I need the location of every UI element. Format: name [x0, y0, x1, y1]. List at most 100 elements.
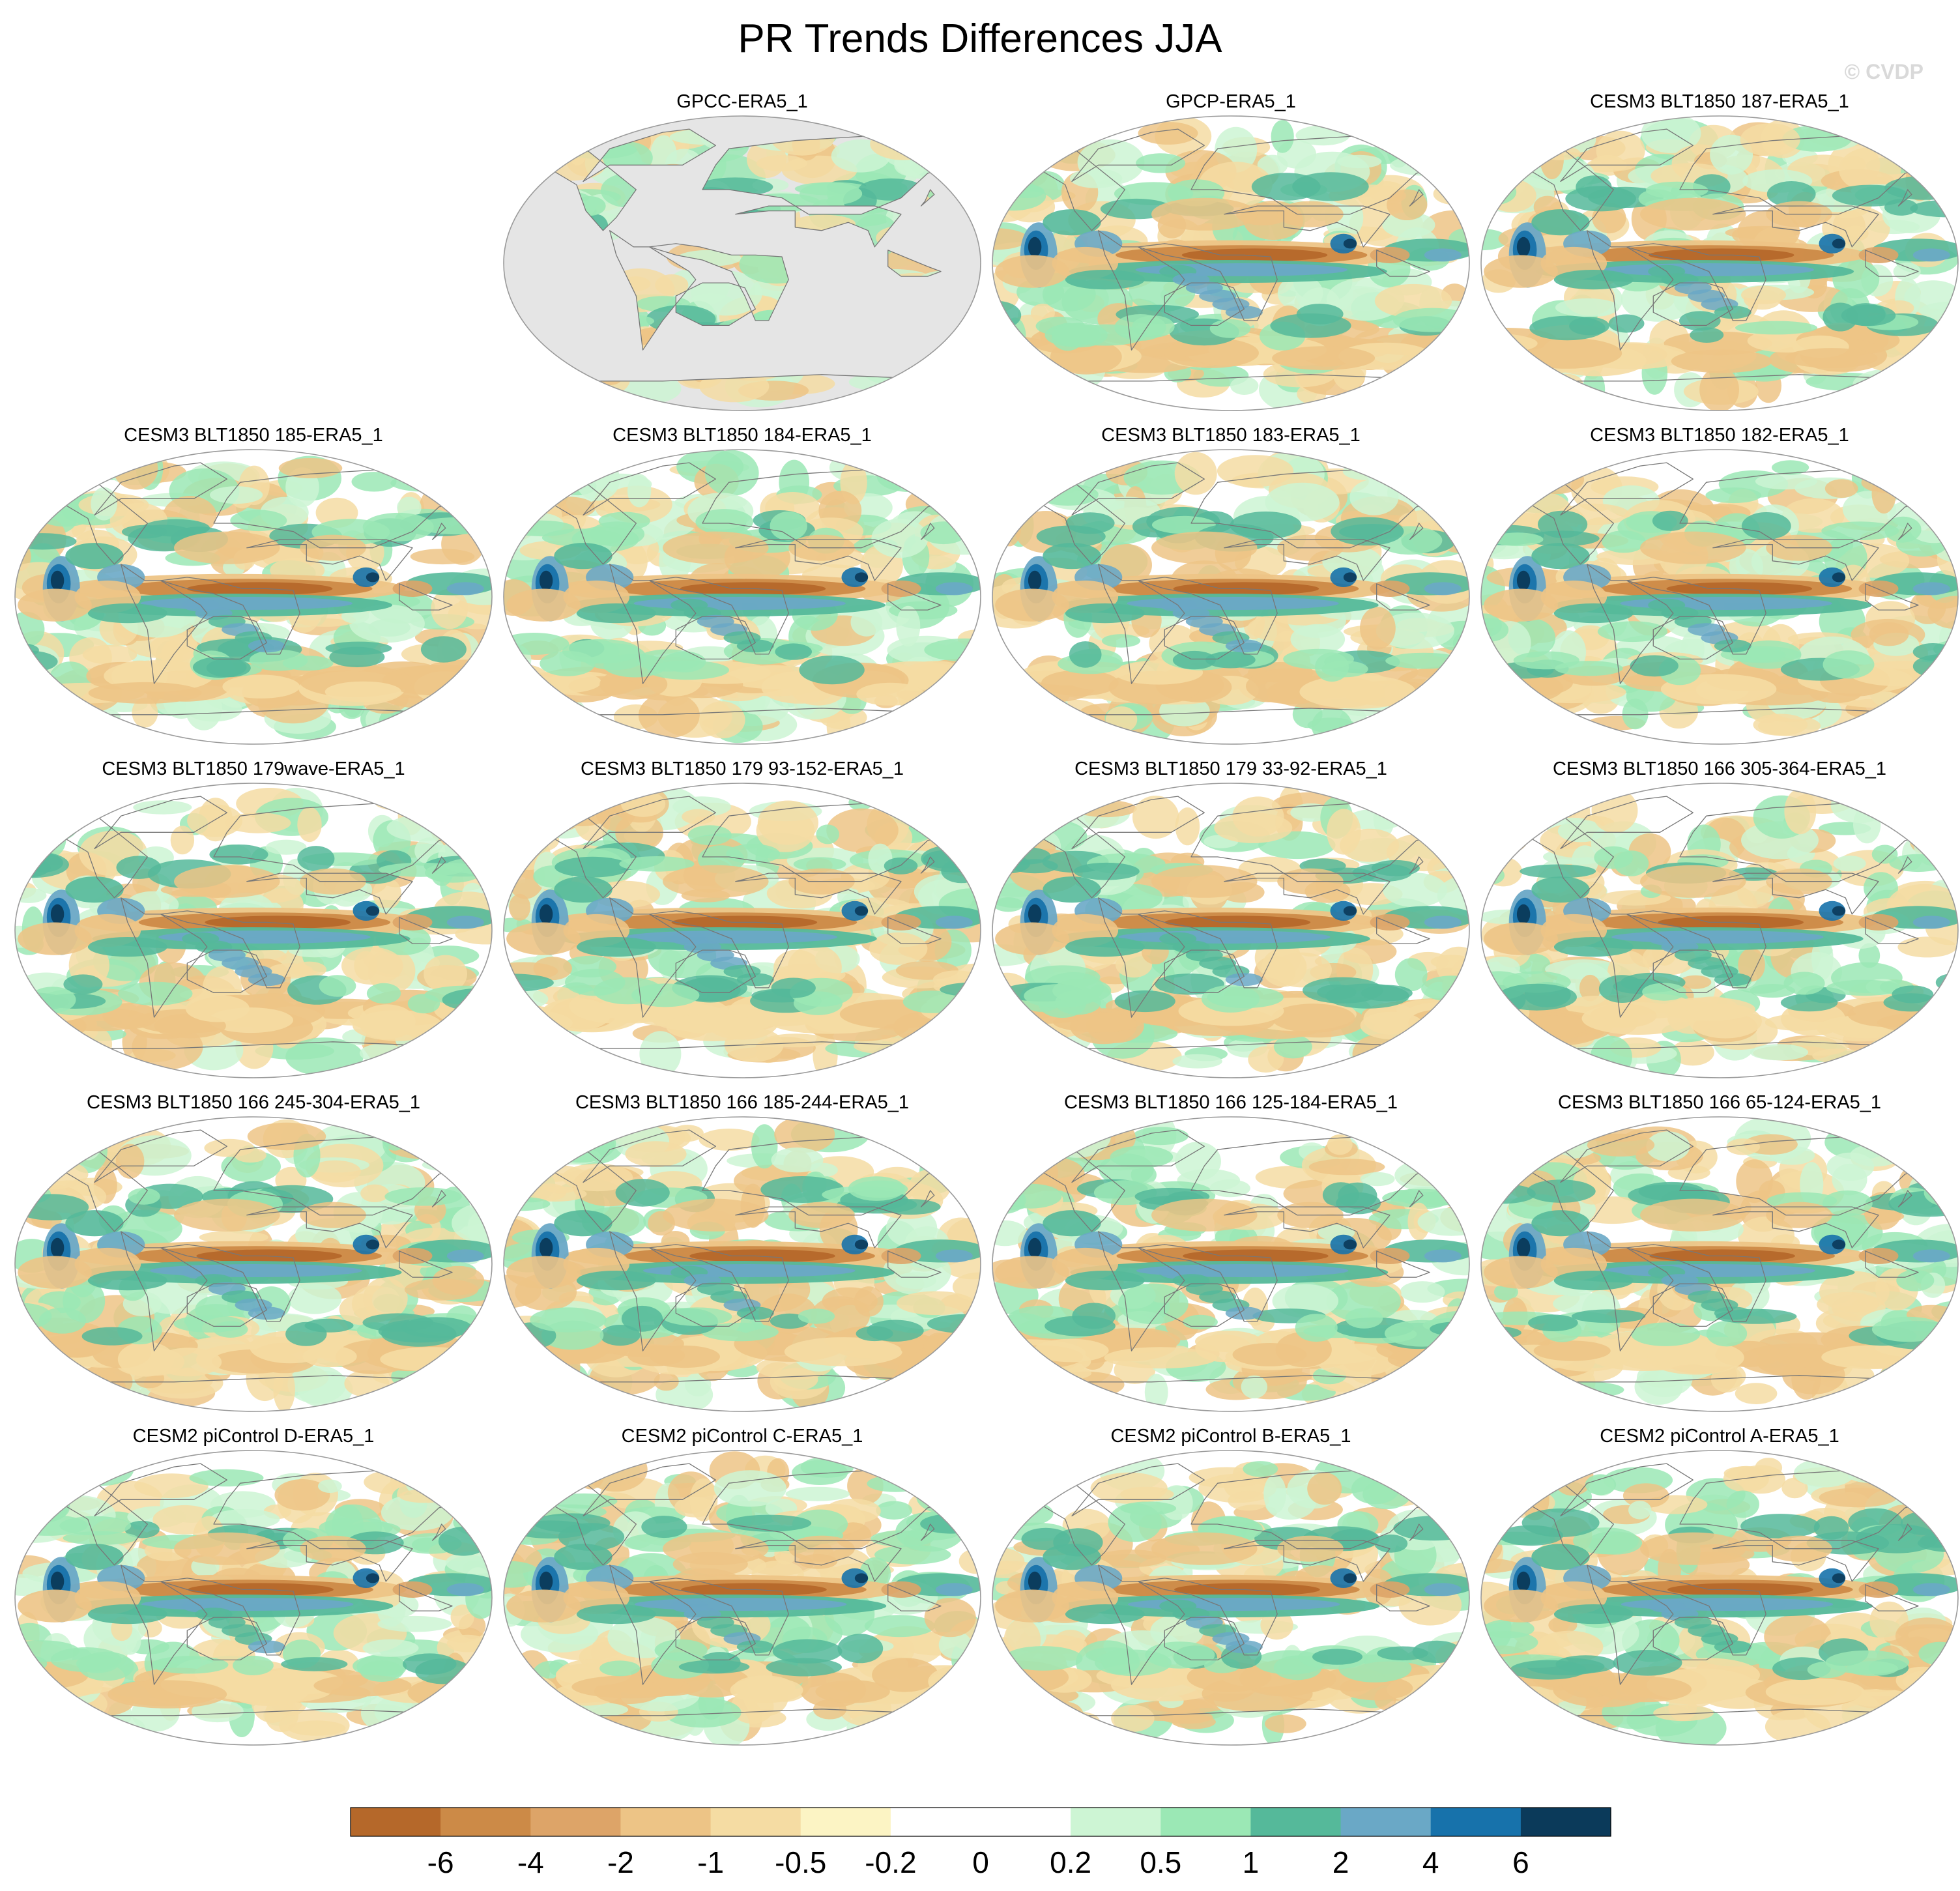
anomaly-patch	[1916, 450, 1938, 490]
anomaly-patch	[1261, 947, 1307, 987]
anomaly-patch	[1343, 238, 1357, 249]
coastline	[1712, 1206, 1879, 1249]
coastline	[649, 1244, 789, 1322]
anomaly-patch	[372, 878, 402, 910]
anomaly-patch	[699, 1129, 760, 1151]
anomaly-patch	[1110, 1146, 1174, 1168]
robinson-map	[503, 1116, 981, 1412]
coastline	[1587, 1231, 1674, 1351]
anomaly-patch	[1929, 813, 1958, 854]
anomaly-patch	[663, 531, 769, 564]
anomaly-patch	[567, 1375, 608, 1403]
anomaly-patch	[446, 1249, 484, 1263]
anomaly-patch	[1555, 298, 1620, 317]
anomaly-patch	[513, 1126, 548, 1152]
anomaly-patch	[1520, 864, 1596, 878]
robinson-map	[992, 1116, 1470, 1412]
anomaly-patch	[1484, 588, 1558, 622]
anomaly-patch	[63, 974, 103, 994]
anomaly-patch	[431, 1380, 492, 1402]
coastline	[399, 583, 453, 611]
coastline	[1071, 462, 1205, 516]
anomaly-patch	[116, 856, 162, 879]
anomaly-patch	[1565, 186, 1636, 212]
anomaly-patch	[1821, 521, 1899, 540]
coastline	[920, 856, 935, 874]
anomaly-patch	[935, 582, 973, 596]
anomaly-patch	[87, 937, 167, 957]
anomaly-patch	[1753, 714, 1808, 736]
anomaly-patch	[36, 1048, 85, 1068]
anomaly-patch	[17, 796, 51, 839]
anomaly-patch	[1028, 237, 1042, 257]
anomaly-patch	[770, 511, 807, 541]
anomaly-patch	[1515, 1134, 1555, 1163]
anomaly-patch	[1316, 1344, 1398, 1377]
anomaly-patch	[1214, 813, 1293, 843]
anomaly-patch	[392, 580, 433, 597]
map-panel: CESM3 BLT1850 166 65-124-ERA5_1	[1478, 1090, 1960, 1415]
coastline	[160, 577, 300, 655]
anomaly-patch	[639, 1031, 682, 1077]
anomaly-patch	[380, 1347, 483, 1372]
map-border	[1480, 449, 1959, 745]
anomaly-patch	[1481, 1127, 1519, 1142]
anomaly-patch	[1527, 1179, 1596, 1203]
anomaly-patch	[908, 132, 932, 164]
anomaly-patch	[65, 1544, 124, 1570]
anomaly-patch	[1151, 515, 1216, 534]
coastline	[887, 583, 942, 611]
anomaly-patch	[1430, 955, 1469, 969]
anomaly-patch	[992, 158, 1046, 177]
anomaly-patch	[362, 1639, 419, 1657]
map-panel: CESM3 BLT1850 166 245-304-ERA5_1	[12, 1090, 495, 1415]
anomaly-patch	[775, 643, 812, 660]
anomaly-patch	[631, 983, 700, 1007]
anomaly-patch	[1927, 496, 1958, 515]
anomaly-patch	[15, 1140, 54, 1168]
anomaly-patch	[663, 865, 769, 898]
anomaly-patch	[576, 937, 656, 957]
anomaly-patch	[353, 1234, 380, 1254]
anomaly-patch	[87, 603, 167, 624]
anomaly-patch	[1370, 246, 1410, 263]
anomaly-patch	[559, 370, 583, 411]
anomaly-patch	[1387, 1348, 1465, 1370]
anomaly-patch	[961, 1179, 981, 1198]
anomaly-patch	[15, 803, 35, 845]
anomaly-patch	[87, 1271, 167, 1291]
anomaly-patch	[1817, 1292, 1879, 1318]
coastline	[1071, 128, 1205, 182]
anomaly-patch	[248, 1640, 285, 1654]
anomaly-patch	[1073, 862, 1140, 880]
anomaly-patch	[549, 128, 580, 156]
robinson-map	[14, 1116, 493, 1412]
anomaly-patch	[1481, 663, 1508, 686]
anomaly-patch	[392, 914, 433, 931]
anomaly-patch	[647, 660, 729, 680]
anomaly-patch	[388, 1123, 457, 1153]
anomaly-patch	[377, 1615, 452, 1632]
anomaly-patch	[1846, 303, 1886, 326]
anomaly-patch	[1549, 791, 1576, 809]
anomaly-patch	[539, 1237, 553, 1258]
anomaly-patch	[424, 955, 467, 993]
anomaly-patch	[1497, 983, 1577, 1011]
anomaly-patch	[556, 1363, 590, 1409]
anomaly-patch	[15, 1013, 64, 1051]
robinson-map	[992, 783, 1470, 1078]
anomaly-patch	[1012, 381, 1089, 401]
coastline	[431, 523, 446, 540]
anomaly-patch	[1052, 323, 1108, 348]
robinson-map	[992, 449, 1470, 745]
coastline	[675, 616, 756, 660]
robinson-map	[1480, 115, 1959, 411]
anomaly-patch	[517, 1718, 577, 1735]
anomaly-patch	[533, 957, 572, 981]
anomaly-patch	[1553, 603, 1634, 624]
map-border	[992, 1116, 1470, 1412]
anomaly-patch	[1383, 873, 1447, 908]
anomaly-patch	[386, 815, 457, 841]
coastline	[920, 523, 935, 540]
anomaly-patch	[1327, 1134, 1353, 1155]
